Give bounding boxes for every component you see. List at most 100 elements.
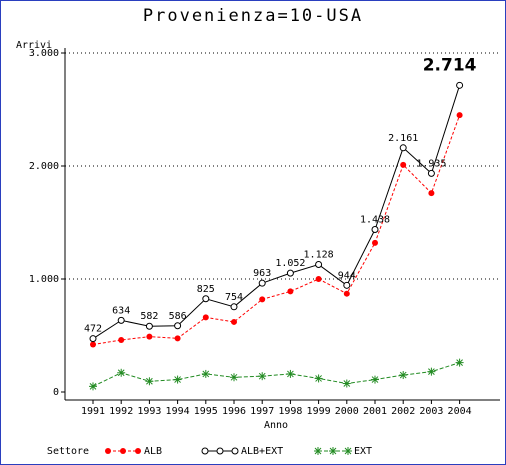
data-label: 1.052 <box>275 258 305 269</box>
point <box>399 371 408 380</box>
point <box>145 377 154 386</box>
point <box>314 374 323 383</box>
x-tick-label: 2000 <box>335 406 359 417</box>
x-tick-label: 1994 <box>166 406 190 417</box>
x-tick-label: 1996 <box>222 406 246 417</box>
data-label: 472 <box>84 324 102 335</box>
data-label: 963 <box>253 268 271 279</box>
point <box>456 112 463 119</box>
x-tick-label: 1995 <box>194 406 218 417</box>
point <box>201 447 209 455</box>
x-tick-label: 1992 <box>109 406 133 417</box>
x-tick-label: 2001 <box>363 406 387 417</box>
point <box>314 447 322 455</box>
point <box>174 322 182 330</box>
data-label: 2.161 <box>388 133 418 144</box>
point <box>315 261 323 269</box>
series-line <box>92 362 460 387</box>
point <box>456 81 464 89</box>
data-label: 586 <box>169 311 187 322</box>
point <box>202 314 209 321</box>
point <box>259 296 266 303</box>
point <box>89 335 97 343</box>
y-tick-label: 3.000 <box>29 48 59 59</box>
point <box>427 367 436 376</box>
point-stroke <box>258 372 266 380</box>
point <box>399 144 407 152</box>
point <box>90 341 96 348</box>
legend-title: Settore <box>47 446 89 457</box>
point <box>343 281 351 289</box>
point <box>287 288 294 295</box>
point <box>231 318 237 325</box>
x-tick-label: 1997 <box>250 406 274 417</box>
point <box>428 190 435 197</box>
point <box>371 375 379 384</box>
legend-label: ALB+EXT <box>241 446 283 457</box>
x-tick-label: 1991 <box>81 406 105 417</box>
chart-title: Provenienza=10-USA <box>143 6 363 26</box>
legend-label: EXT <box>354 446 372 457</box>
point-stroke <box>146 377 153 385</box>
point <box>118 337 125 344</box>
point-stroke <box>428 368 435 376</box>
data-label: 825 <box>197 284 215 295</box>
series-line <box>92 85 461 340</box>
data-label: 1.935 <box>416 158 446 169</box>
point-stroke <box>174 376 181 383</box>
series-line <box>92 114 461 346</box>
point <box>400 161 407 168</box>
point-stroke <box>456 359 463 366</box>
point <box>201 369 210 378</box>
x-tick-label: 2004 <box>448 406 472 417</box>
point <box>120 448 126 454</box>
point <box>230 303 238 311</box>
x-tick-label: 2002 <box>391 406 415 417</box>
x-tick-label: 1999 <box>307 406 331 417</box>
y-tick-label: 0 <box>53 387 59 398</box>
x-axis-label: Anno <box>264 420 288 431</box>
point <box>427 169 435 177</box>
point-stroke <box>230 373 238 381</box>
point-stroke <box>343 380 351 387</box>
point <box>372 239 378 246</box>
point <box>117 316 125 324</box>
point <box>342 379 351 388</box>
data-label: 1.438 <box>360 215 390 226</box>
point-stroke <box>202 370 210 378</box>
y-tick-label: 1.000 <box>29 274 59 285</box>
point-stroke <box>117 369 125 377</box>
point <box>258 372 267 381</box>
point <box>231 447 239 455</box>
data-label: 1.128 <box>304 250 334 261</box>
x-tick-label: 1993 <box>137 406 161 417</box>
point <box>286 269 294 277</box>
point <box>146 333 153 340</box>
point <box>173 375 182 384</box>
point-stroke <box>371 376 379 383</box>
point-stroke <box>315 375 322 382</box>
point <box>315 276 322 282</box>
point <box>174 335 181 342</box>
point <box>117 368 126 377</box>
data-label: 754 <box>225 292 243 303</box>
point <box>455 358 464 367</box>
point <box>230 373 238 382</box>
point-stroke <box>399 371 407 379</box>
data-label: 944 <box>338 270 356 281</box>
point <box>286 369 295 378</box>
point <box>344 447 352 455</box>
point <box>89 382 97 391</box>
data-label: 2.714 <box>423 55 477 75</box>
point <box>145 322 153 330</box>
point <box>371 226 379 234</box>
point-stroke <box>314 447 322 455</box>
point <box>105 448 111 454</box>
point-stroke <box>89 382 97 390</box>
data-label: 634 <box>112 305 130 316</box>
point <box>216 447 224 455</box>
y-tick-label: 2.000 <box>29 161 59 172</box>
point <box>258 279 266 287</box>
point <box>135 448 141 454</box>
